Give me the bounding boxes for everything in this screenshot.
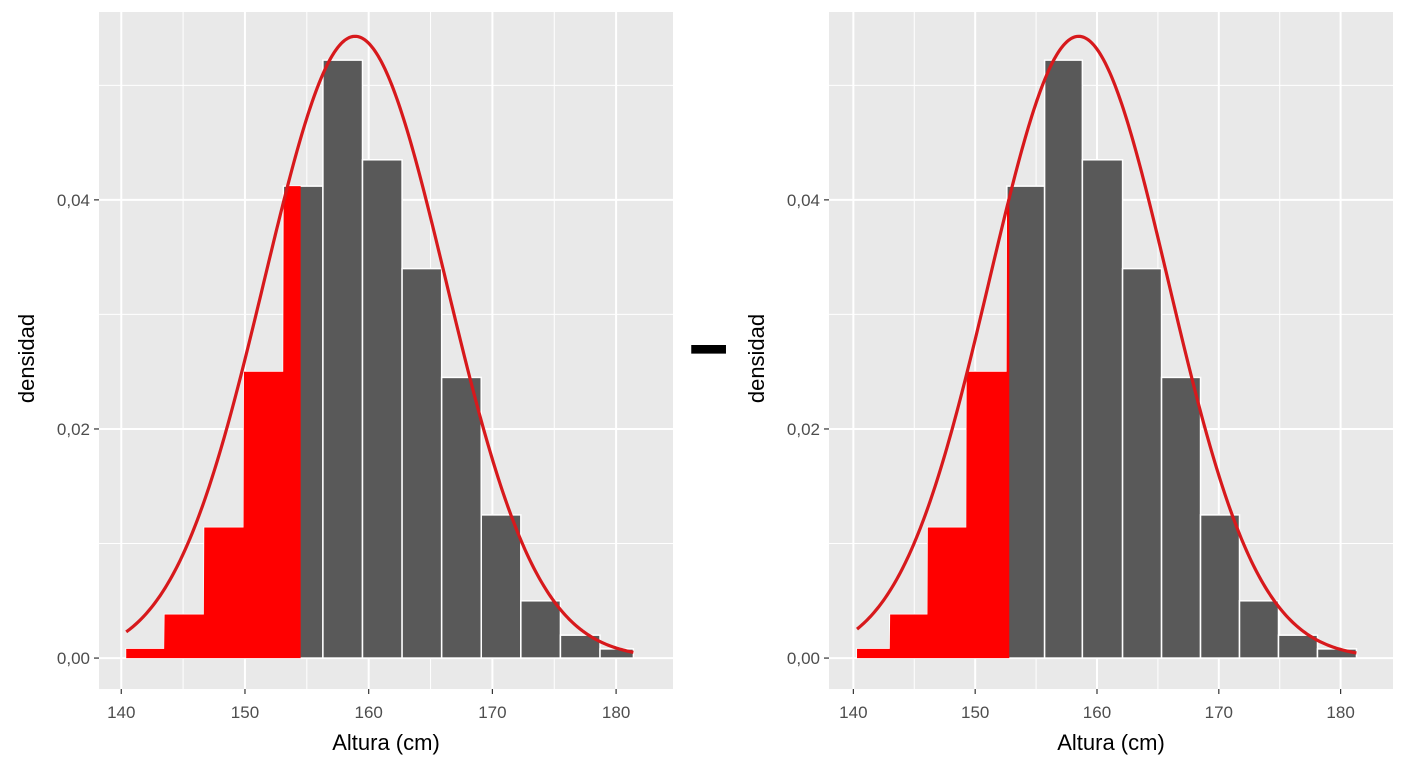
x-axis-title: Altura (cm) [1057,730,1165,755]
histogram-bar [480,514,522,659]
x-tick-label: 160 [354,703,382,722]
normal-density-curve [856,34,1357,655]
left-histogram-chart: 140 150 160 170 180 0,00 0,02 0,04 Altura (cm) de… [14,12,673,755]
y-tick-label: 0,00 [57,649,90,668]
x-tick-label: 150 [231,703,259,722]
y-tick-label: 0,00 [787,649,820,668]
histogram-bar [1277,634,1319,659]
histogram-bar [1121,267,1163,659]
y-axis-title: densidad [14,314,39,403]
histogram-bar [440,376,483,659]
shaded-probability-area [126,186,301,659]
x-tick-label: 170 [478,703,506,722]
histogram-bar [322,59,364,659]
shaded-probability-area [857,197,1010,659]
y-tick-label: 0,02 [787,420,820,439]
x-tick-label: 180 [602,703,630,722]
y-tick-label: 0,04 [787,191,820,210]
y-axis-title: densidad [744,314,769,403]
histogram-bar [1043,59,1084,659]
x-tick-label: 150 [961,703,989,722]
x-tick-label: 160 [1083,703,1111,722]
x-tick-label: 140 [107,703,135,722]
histogram-bar [1081,159,1124,659]
x-tick-label: 140 [839,703,867,722]
histogram-bar [1199,514,1241,659]
histogram-bar [1238,600,1280,659]
histogram-bar [1160,376,1202,659]
right-histogram-chart: 140 150 160 170 180 0,00 0,02 0,04 Altura (cm) de… [744,12,1393,755]
histogram-bar [401,267,443,659]
x-tick-label: 180 [1326,703,1354,722]
x-axis-title: Altura (cm) [332,730,440,755]
histogram-bar [1006,185,1046,659]
histogram-bar [520,600,562,659]
histogram-bar [361,159,403,659]
x-tick-label: 170 [1205,703,1233,722]
minus-operator: - [686,303,732,383]
histogram-bar [559,634,601,659]
y-tick-label: 0,04 [57,191,90,210]
normal-density-curve [125,34,634,654]
y-tick-label: 0,02 [57,420,90,439]
